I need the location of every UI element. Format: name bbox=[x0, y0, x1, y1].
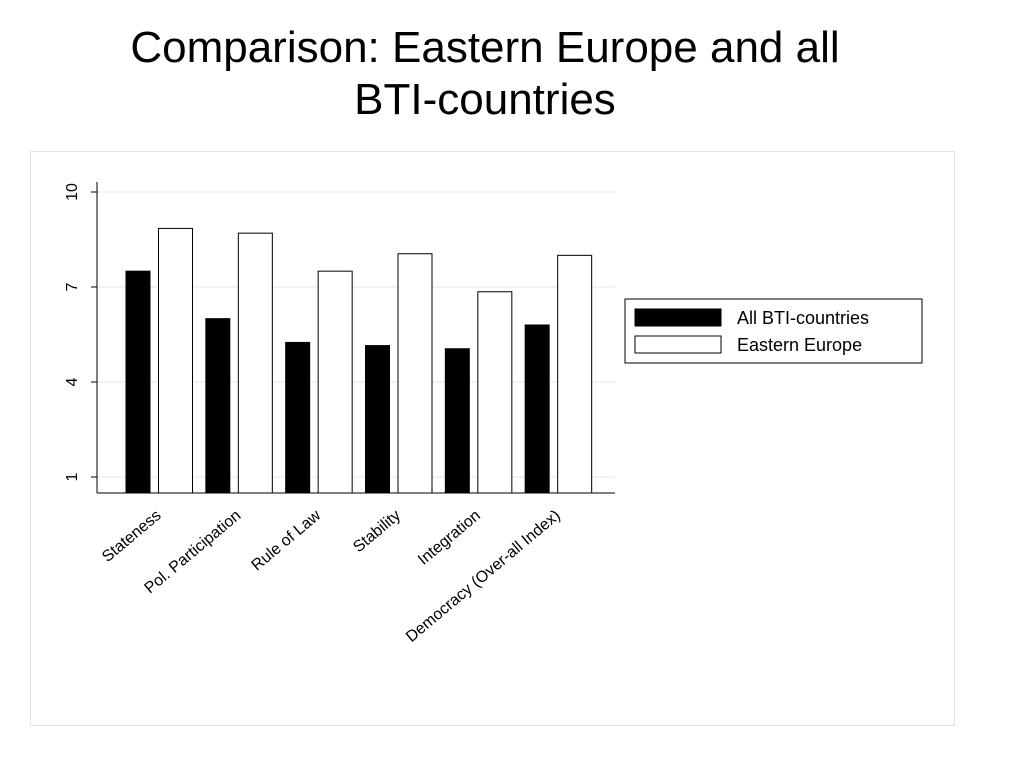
slide-title-line-2: BTI-countries bbox=[354, 75, 616, 124]
bar-all-bti bbox=[444, 348, 470, 494]
chart-panel: 1 4 7 10 Stateness Pol. Participation Rule of … bbox=[30, 151, 955, 726]
legend-swatch bbox=[634, 335, 722, 354]
bars bbox=[125, 227, 593, 494]
slide-title-line-1: Comparison: Eastern Europe and all bbox=[130, 23, 840, 72]
y-tick-label: 10 bbox=[64, 183, 81, 201]
legend: All BTI-countries Eastern Europe bbox=[624, 298, 923, 364]
bar-eastern-europe bbox=[317, 270, 353, 494]
x-category-label: Stateness bbox=[99, 507, 164, 566]
bar-all-bti bbox=[125, 270, 151, 494]
bar-eastern-europe bbox=[237, 232, 273, 494]
legend-label: All BTI-countries bbox=[737, 308, 869, 328]
bar-all-bti bbox=[285, 341, 311, 494]
bar-eastern-europe bbox=[557, 254, 593, 494]
bar-eastern-europe bbox=[158, 227, 193, 494]
x-category-label: Rule of Law bbox=[249, 507, 325, 575]
x-category-label: Stability bbox=[350, 507, 404, 556]
bar-all-bti bbox=[524, 324, 550, 494]
bar-eastern-europe bbox=[397, 253, 433, 494]
legend-swatch bbox=[634, 308, 722, 327]
x-category-label: Democracy (Over-all Index) bbox=[403, 507, 564, 646]
bar-all-bti bbox=[365, 345, 390, 494]
y-tick-label: 7 bbox=[64, 282, 81, 291]
x-category-label: Integration bbox=[415, 507, 484, 569]
y-tick-label: 4 bbox=[64, 377, 81, 386]
bar-eastern-europe bbox=[477, 291, 513, 494]
legend-label: Eastern Europe bbox=[737, 335, 862, 355]
y-tick-label: 1 bbox=[64, 472, 81, 481]
bar-all-bti bbox=[205, 318, 231, 494]
slide-title: Comparison: Eastern Europe and all BTI-c… bbox=[0, 22, 970, 126]
